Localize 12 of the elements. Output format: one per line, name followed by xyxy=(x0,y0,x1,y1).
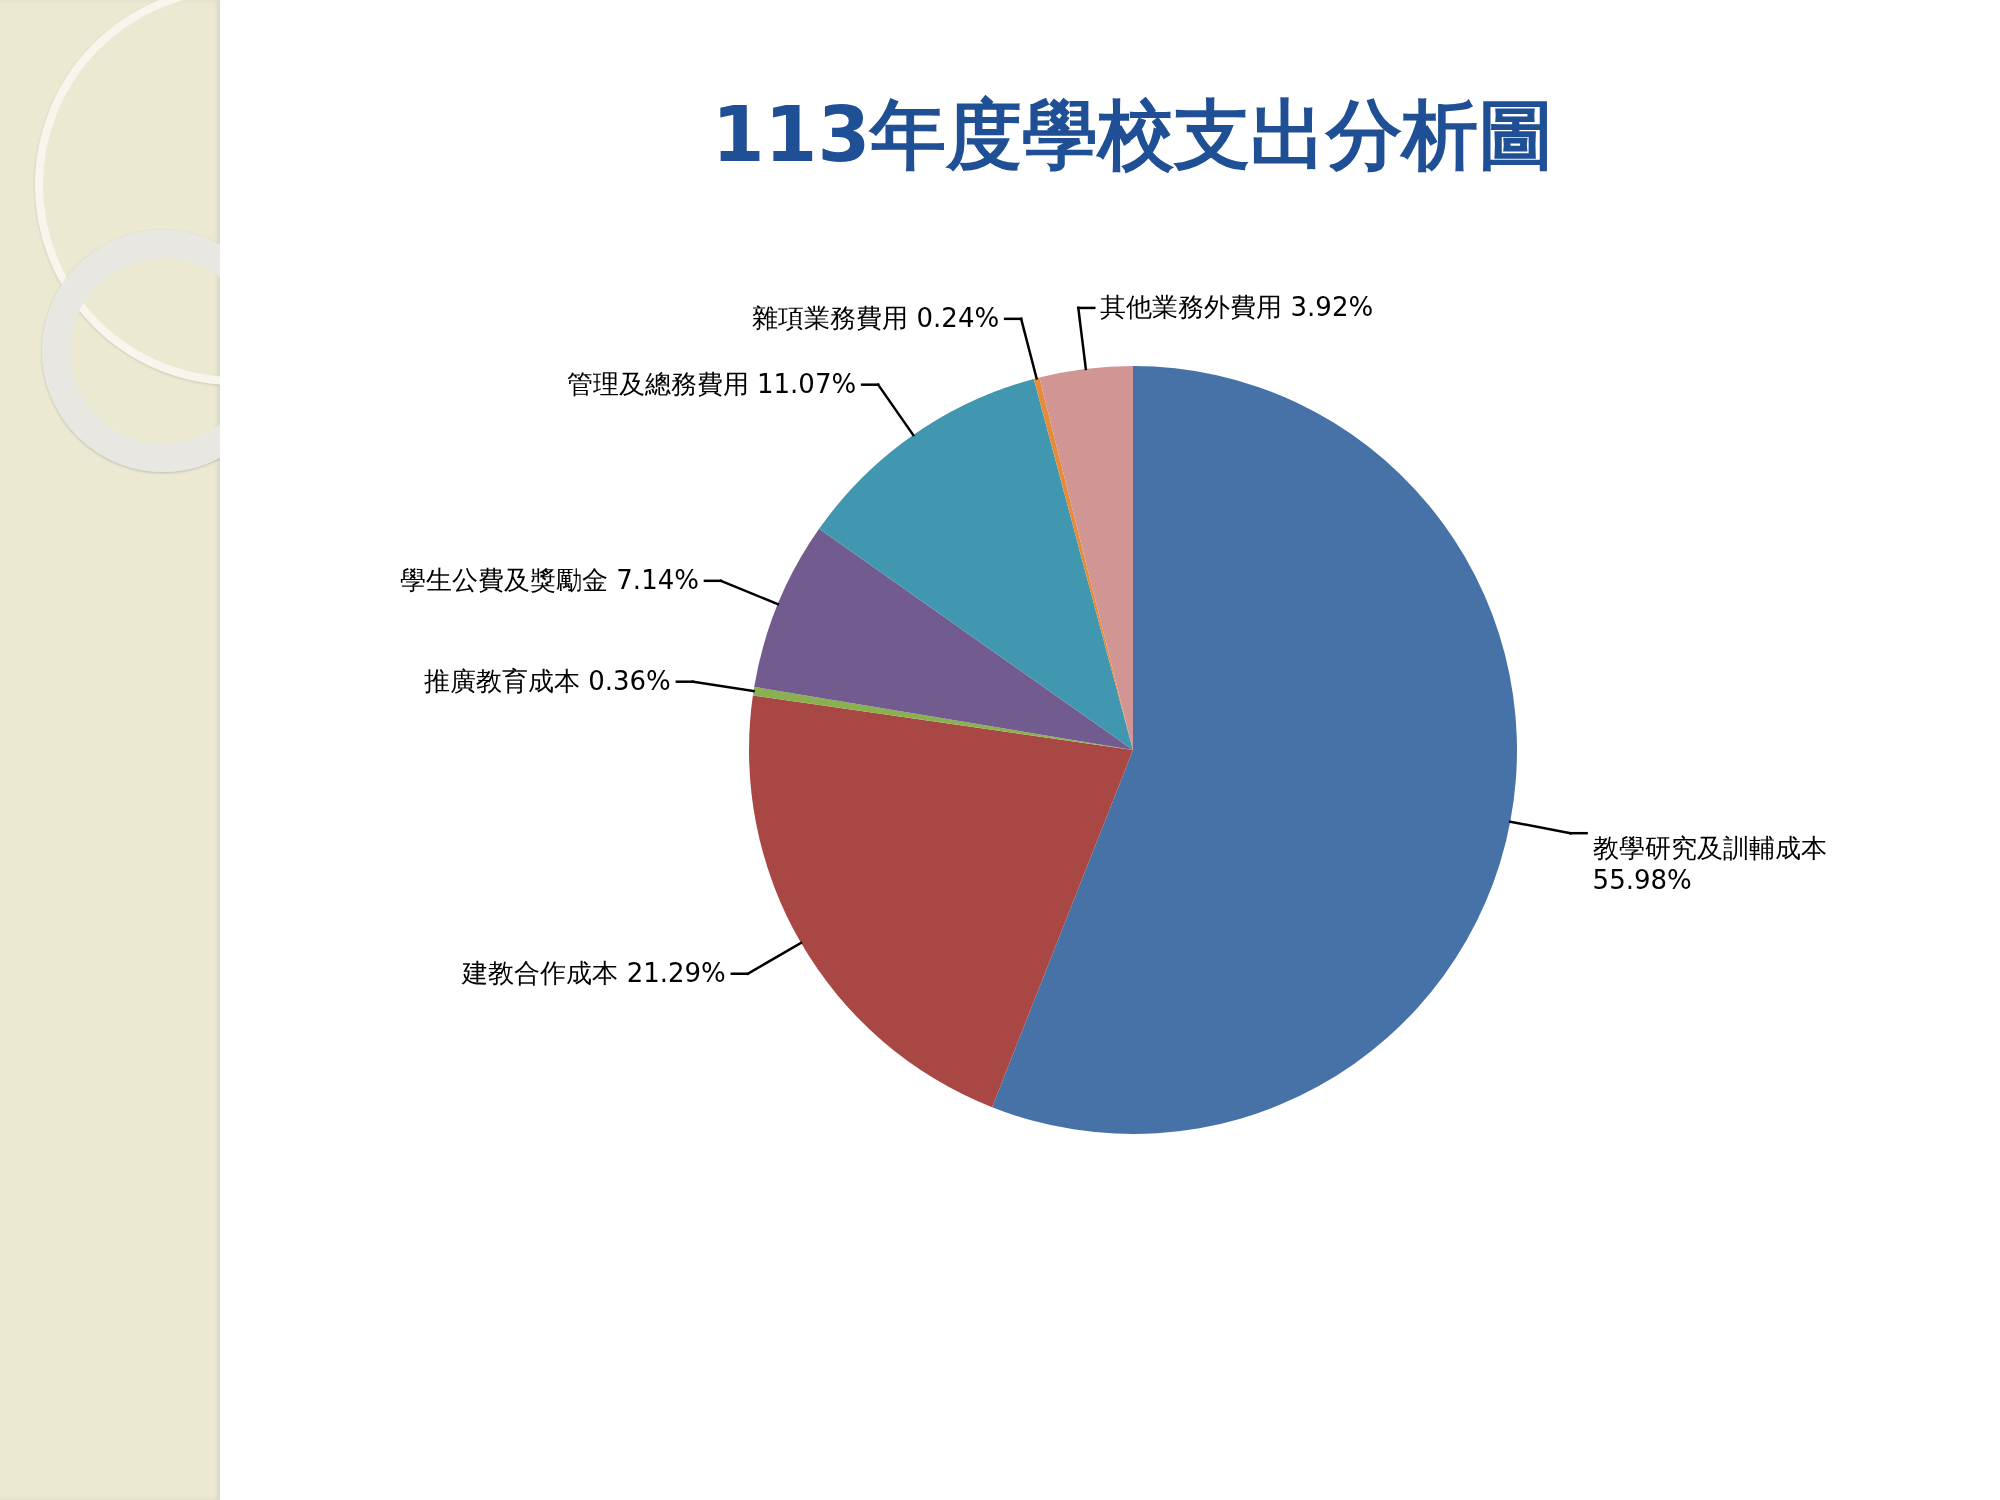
chart-title: 113年度學校支出分析圖 xyxy=(711,89,1555,179)
data-label: 55.98% xyxy=(1592,865,1692,896)
slice-label: 教學研究及訓輔成本 xyxy=(1592,833,1827,864)
slice-label: 學生公費及獎勵金 7.14% xyxy=(400,564,699,595)
pie-slice xyxy=(992,366,1517,1134)
pie-slice xyxy=(754,528,1133,750)
slice-label: 管理及總務費用 11.07% xyxy=(566,368,857,399)
slice-label: 推廣教育成本 0.36% xyxy=(423,665,671,696)
slice-label: 雜項業務費用 0.24% xyxy=(752,302,1000,333)
pie-slice xyxy=(749,695,1133,1108)
slice-label: 建教合作成本 21.29% xyxy=(461,957,726,988)
slice-label: 其他業務外費用 3.92% xyxy=(1100,291,1374,322)
